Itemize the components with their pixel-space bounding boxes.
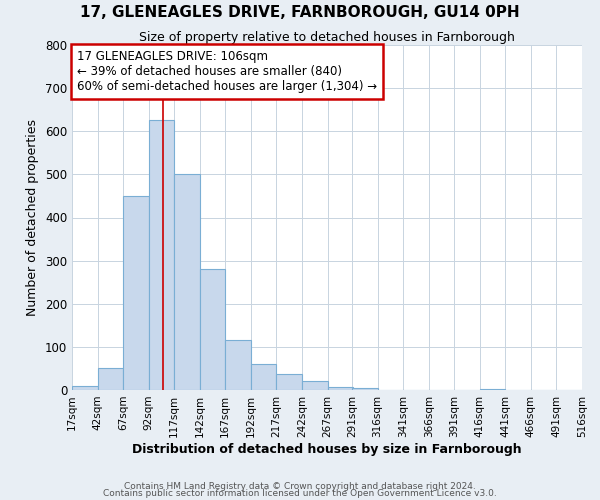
Text: Contains public sector information licensed under the Open Government Licence v3: Contains public sector information licen… <box>103 489 497 498</box>
Bar <box>302 380 328 390</box>
Bar <box>200 269 226 390</box>
Bar <box>277 374 302 390</box>
Text: 17, GLENEAGLES DRIVE, FARNBOROUGH, GU14 0PH: 17, GLENEAGLES DRIVE, FARNBOROUGH, GU14 … <box>80 5 520 20</box>
Bar <box>352 388 377 390</box>
Bar <box>149 120 174 390</box>
Text: Contains HM Land Registry data © Crown copyright and database right 2024.: Contains HM Land Registry data © Crown c… <box>124 482 476 491</box>
Bar <box>226 340 251 390</box>
Bar <box>251 364 277 390</box>
Bar <box>72 386 98 390</box>
Text: 17 GLENEAGLES DRIVE: 106sqm
← 39% of detached houses are smaller (840)
60% of se: 17 GLENEAGLES DRIVE: 106sqm ← 39% of det… <box>77 50 377 93</box>
Y-axis label: Number of detached properties: Number of detached properties <box>26 119 40 316</box>
Bar <box>480 388 505 390</box>
Bar <box>174 174 200 390</box>
Bar <box>123 196 149 390</box>
Bar <box>98 368 123 390</box>
Bar <box>328 386 353 390</box>
X-axis label: Distribution of detached houses by size in Farnborough: Distribution of detached houses by size … <box>132 442 522 456</box>
Title: Size of property relative to detached houses in Farnborough: Size of property relative to detached ho… <box>139 31 515 44</box>
